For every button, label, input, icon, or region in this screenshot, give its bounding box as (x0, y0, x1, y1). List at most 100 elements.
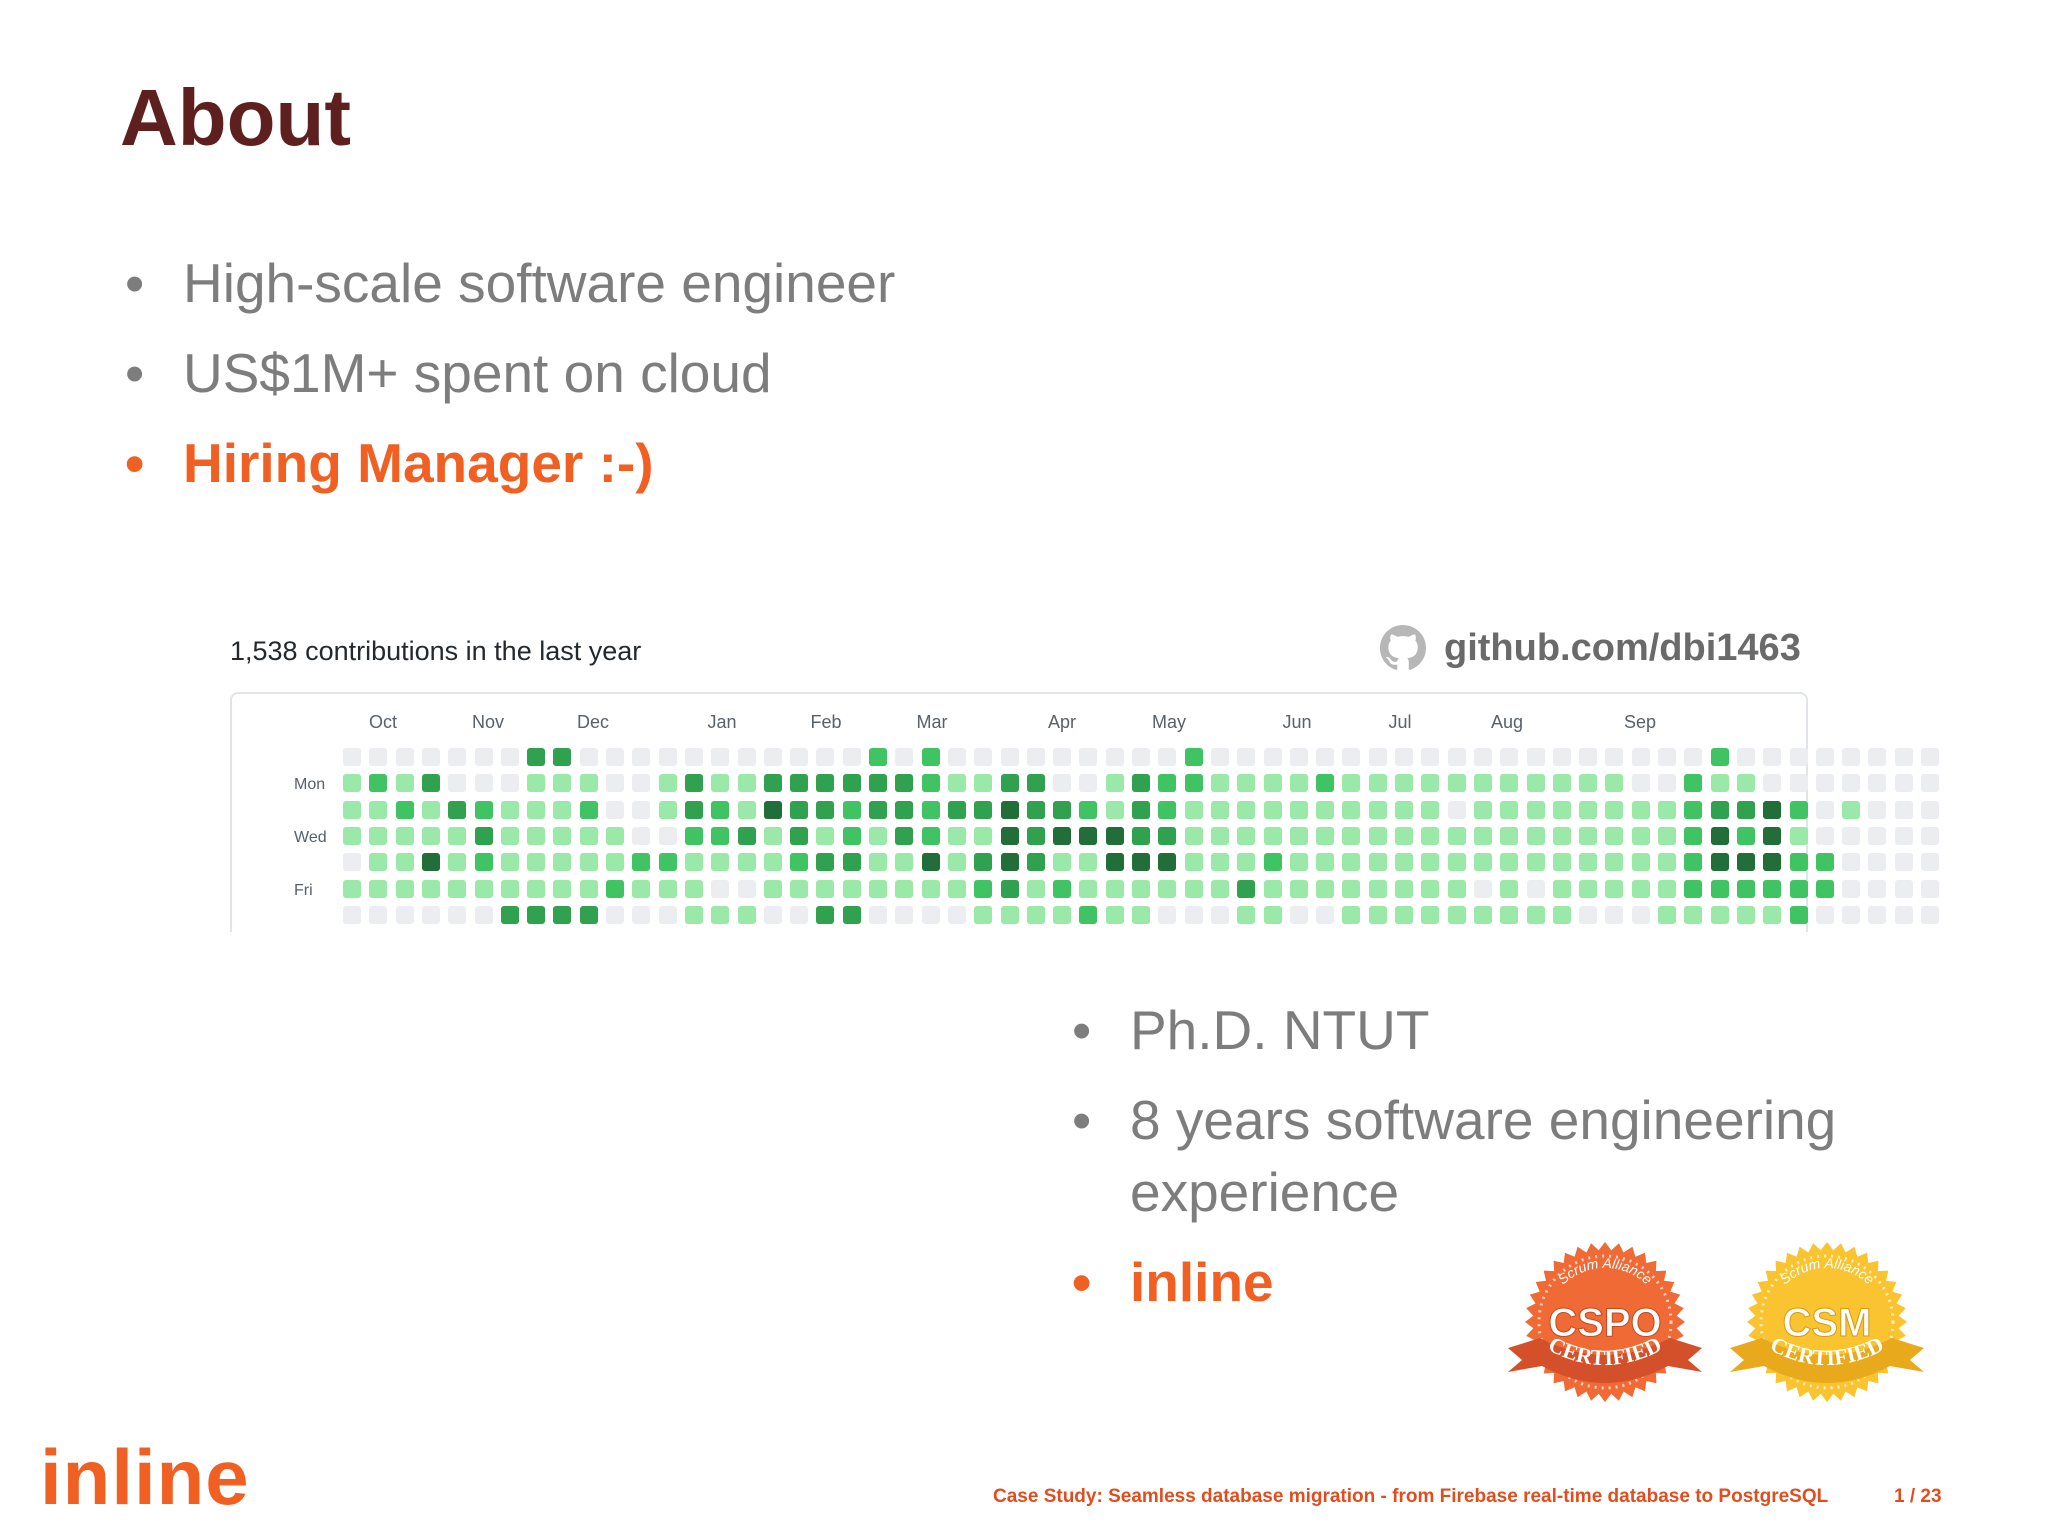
bullet-item: • High-scale software engineer (125, 248, 896, 338)
contribution-cell (1763, 748, 1782, 766)
contribution-cell (1789, 879, 1808, 898)
inline-logo: inline (40, 1433, 250, 1521)
contribution-cell (1158, 826, 1177, 845)
day-label: Fri (294, 882, 313, 899)
contribution-cell (1500, 748, 1519, 766)
contribution-cell (790, 800, 809, 819)
contribution-cell (553, 905, 572, 924)
contribution-cell (632, 879, 651, 898)
contribution-cell (500, 905, 519, 924)
contribution-cell (1552, 879, 1571, 898)
contribution-cell (1684, 879, 1703, 898)
contribution-cell (1237, 879, 1256, 898)
contribution-cell (658, 748, 677, 766)
contribution-cell (1789, 905, 1808, 924)
contribution-cell (343, 800, 361, 819)
contribution-cell (1316, 800, 1335, 819)
contribution-cell (1579, 853, 1598, 872)
contribution-cell (816, 879, 835, 898)
contribution-cell (1815, 774, 1834, 793)
github-link[interactable]: github.com/dbi1463 (1380, 624, 1801, 672)
contribution-cell (1842, 774, 1861, 793)
contribution-cell (1447, 826, 1466, 845)
contribution-cell (1526, 853, 1545, 872)
contribution-cell (474, 879, 493, 898)
contribution-cell (1158, 748, 1177, 766)
contribution-cell (1815, 853, 1834, 872)
contribution-cell (895, 800, 914, 819)
contribution-cell (1026, 826, 1045, 845)
contribution-cell (1710, 800, 1729, 819)
month-label: May (1151, 712, 1187, 732)
contribution-cell (1053, 774, 1072, 793)
contribution-cell (1237, 905, 1256, 924)
contribution-cell (974, 748, 993, 766)
contribution-cell (1026, 853, 1045, 872)
contribution-cell (1237, 774, 1256, 793)
contribution-cell (606, 879, 624, 898)
contribution-cell (1631, 826, 1650, 845)
bullet-text: High-scale software engineer (183, 252, 896, 314)
contribution-cell (1684, 800, 1703, 819)
contribution-cell (1237, 826, 1256, 845)
contribution-cell (369, 879, 388, 898)
contribution-cell (1500, 800, 1519, 819)
month-label: Dec (576, 712, 610, 732)
contribution-cell (1210, 800, 1229, 819)
contribution-cell (1894, 774, 1913, 793)
contribution-cell (1526, 826, 1545, 845)
contribution-cell (921, 748, 940, 766)
month-label: Oct (368, 712, 398, 732)
contribution-cell (1473, 905, 1492, 924)
contribution-cell (895, 826, 914, 845)
contribution-cell (1342, 853, 1361, 872)
contribution-cell (737, 905, 756, 924)
contribution-cell (1552, 800, 1571, 819)
contribution-cell (1210, 905, 1229, 924)
contribution-cell (606, 905, 624, 924)
contribution-cell (1158, 800, 1177, 819)
contribution-cell (474, 748, 493, 766)
contribution-cell (1447, 905, 1466, 924)
contribution-cell (1868, 879, 1887, 898)
contribution-cell (1736, 826, 1755, 845)
contribution-cell (1289, 800, 1308, 819)
contribution-cell (1921, 905, 1939, 924)
contribution-cell (1368, 774, 1387, 793)
day-label: Wed (294, 829, 327, 846)
contribution-cell (816, 826, 835, 845)
contribution-cell (1263, 853, 1282, 872)
contribution-cell (737, 879, 756, 898)
bullet-dot: • (1072, 1251, 1092, 1313)
contribution-cell (448, 879, 467, 898)
contribution-cell (1210, 826, 1229, 845)
contribution-cell (421, 748, 440, 766)
contribution-cell (1842, 826, 1861, 845)
contribution-cell (1921, 826, 1939, 845)
contribution-cell (1289, 905, 1308, 924)
contribution-cell (737, 748, 756, 766)
contribution-cell (737, 800, 756, 819)
contribution-cell (1815, 800, 1834, 819)
contribution-cell (1132, 853, 1150, 872)
contribution-cell (1000, 853, 1019, 872)
month-label: Mar (916, 712, 948, 732)
contribution-cell (579, 879, 598, 898)
contribution-cell (1342, 800, 1361, 819)
contribution-cell (658, 774, 677, 793)
contribution-cell (632, 826, 651, 845)
contribution-cell (658, 905, 677, 924)
contribution-cell (527, 800, 546, 819)
contribution-cell (974, 879, 993, 898)
contribution-cell (1079, 905, 1098, 924)
contribution-cell (869, 774, 887, 793)
contribution-cell (606, 748, 624, 766)
contribution-cell (1132, 879, 1150, 898)
contribution-cell (1710, 905, 1729, 924)
contribution-cell (1000, 774, 1019, 793)
contribution-cell (1605, 800, 1624, 819)
contribution-cell (1710, 826, 1729, 845)
contribution-cell (1868, 800, 1887, 819)
contribution-cell (1421, 853, 1440, 872)
contribution-cell (395, 774, 414, 793)
